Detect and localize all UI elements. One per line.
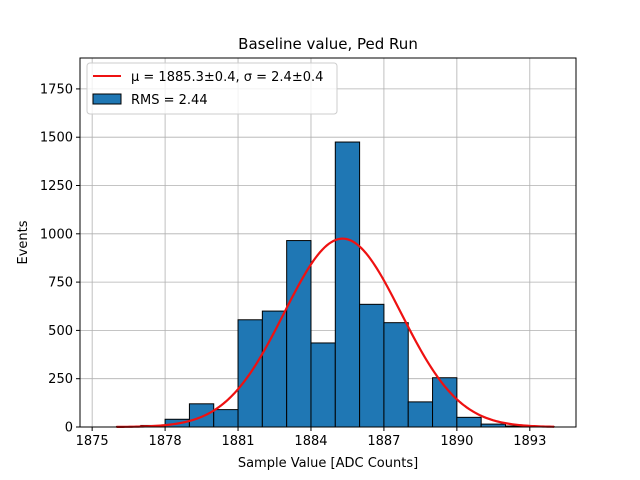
histogram-bar	[334, 141, 361, 428]
legend-histogram-label: RMS = 2.44	[131, 93, 208, 108]
gaussian-fit-curve	[116, 237, 555, 428]
y-tick-label: 1500	[40, 131, 73, 146]
histogram-bar	[310, 342, 336, 428]
y-axis-label: Events	[16, 220, 31, 264]
x-tick-label: 1878	[149, 434, 182, 449]
x-axis-label: Sample Value [ADC Counts]	[238, 456, 418, 471]
x-tick-label: 1884	[294, 434, 327, 449]
plot-frame	[79, 57, 577, 428]
y-tick-label: 0	[65, 421, 73, 436]
x-tick-label: 1875	[76, 434, 109, 449]
histogram-bar	[188, 403, 215, 428]
x-tick-label: 1887	[367, 434, 400, 449]
y-tick-label: 750	[48, 276, 73, 291]
legend-histogram-swatch	[92, 93, 122, 105]
y-tick-label: 1250	[40, 179, 73, 194]
y-tick-label: 500	[48, 324, 73, 339]
legend: μ = 1885.3±0.4, σ = 2.4±0.4 RMS = 2.44	[86, 62, 338, 115]
fit-curve-group	[116, 237, 555, 428]
histogram-bar	[383, 322, 409, 428]
x-tick-label: 1881	[221, 434, 254, 449]
histogram-bar	[407, 401, 434, 428]
histogram-bar	[359, 303, 385, 428]
y-tick-label: 1750	[40, 82, 73, 97]
y-tick-label: 1000	[40, 227, 73, 242]
histogram-bar	[261, 310, 288, 428]
legend-box	[86, 62, 338, 115]
x-tick-label: 1893	[513, 434, 546, 449]
histogram-bar	[456, 416, 482, 428]
x-tick-label: 1890	[440, 434, 473, 449]
y-tick-label: 250	[48, 372, 73, 387]
legend-fit-label: μ = 1885.3±0.4, σ = 2.4±0.4	[131, 70, 323, 85]
axis-ticks: 1875 1878 1881 1884 1887 1890 1893 0 250 500 750 10…	[40, 82, 546, 449]
histogram-bar	[213, 409, 239, 428]
chart-title: Baseline value, Ped Run	[238, 35, 418, 53]
